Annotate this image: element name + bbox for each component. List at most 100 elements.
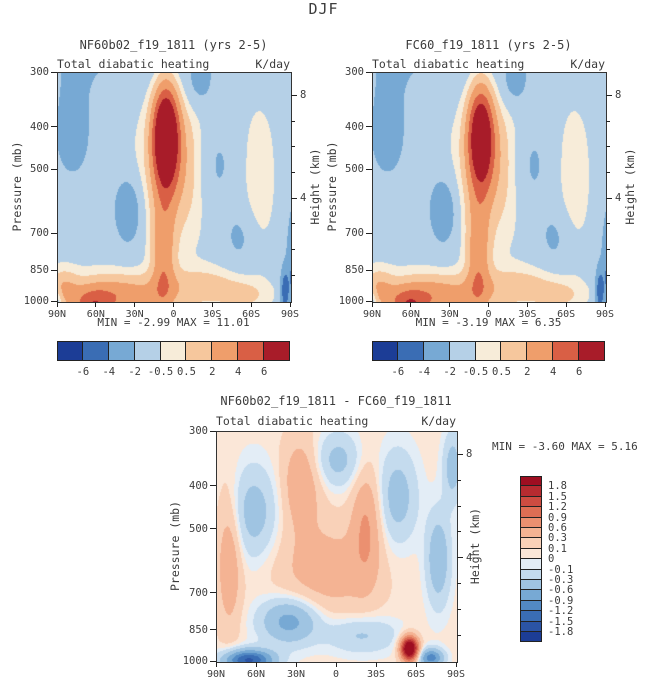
x-tick-label: 0 [332,669,340,680]
x-tick-mark [415,662,417,667]
panel-diff-units-label: K/day [421,414,456,428]
x-tick-mark [526,302,528,307]
contour-plot-left [57,72,292,303]
height-tick-mark [457,557,463,559]
height-tick-mark [606,120,610,122]
y-tick-mark [51,232,57,234]
x-tick-mark [335,662,337,667]
colorbar-tick-label: -4 [102,366,116,378]
colorbar-tick-label: -0.1 [548,563,574,576]
height-tick-mark [606,197,612,199]
height-tick-mark [291,223,295,225]
x-tick-label: 90N [362,309,382,320]
y-tick-mark [210,430,216,432]
x-tick-label: 30S [518,309,537,320]
x-tick-label: 60N [86,309,105,320]
y-tick-mark [51,269,57,271]
colorbar-box [107,341,135,361]
panel-right-minmax: MIN = -3.19 MAX = 6.35 [415,316,562,329]
y-tick-mark [210,592,216,594]
colorbar-box [578,341,605,361]
x-tick-label: 60N [401,309,420,320]
colorbar-box [474,341,502,361]
colorbar-box [211,341,239,361]
height-tick-mark [291,197,297,199]
colorbar-tick-label: 0.5 [491,366,511,378]
y-tick-label: 1000 [23,295,49,307]
figure-title: DJF [308,0,339,18]
colorbar-box [81,341,109,361]
y-tick-mark [51,168,57,170]
colorbar-tick-label: 2 [524,366,531,378]
colorbar-box [133,341,161,361]
height-tick-mark [457,505,461,507]
y-tick-mark [366,71,372,73]
colorbar-box [552,341,580,361]
contour-plot-right [372,72,607,303]
x-tick-mark [455,662,457,667]
height-tick-mark [606,94,612,96]
height-tick-label: 4 [466,551,473,564]
colorbar-tick-label: 6 [575,366,583,378]
y-tick-label: 850 [30,264,49,277]
panel-left-field-label: Total diabatic heating [57,57,210,71]
y-tick-mark [51,300,57,302]
x-tick-label: 90S [446,669,466,680]
y-tick-mark [366,168,372,170]
contour-plot-difference [216,431,458,663]
panel-right-units-label: K/day [570,57,605,71]
y-tick-label: 400 [189,479,208,492]
y-tick-mark [210,528,216,530]
x-tick-mark [410,302,412,307]
x-tick-mark [134,302,136,307]
x-tick-mark [371,302,373,307]
colorbar-tick-label: -4 [417,366,431,378]
x-tick-label: 60S [242,309,261,320]
y-tick-mark [366,232,372,234]
colorbar-tick-label: -6 [391,366,405,378]
y-tick-mark [366,126,372,128]
height-tick-label: 8 [615,89,622,102]
x-tick-mark [95,302,97,307]
colorbar-tick-label: 4 [550,366,557,378]
x-tick-label: 90N [206,669,226,680]
y-tick-label: 850 [345,264,364,277]
panel-right-y2label: Height (km) [623,148,637,225]
colorbar-tick-label: -1.8 [548,626,574,638]
y-tick-label: 1000 [182,655,208,667]
y-tick-label: 700 [30,227,49,240]
x-tick-label: 30S [203,309,222,320]
height-tick-mark [457,531,461,533]
height-tick-mark [606,249,610,251]
y-tick-label: 700 [189,586,208,599]
x-tick-label: 90S [280,309,300,320]
colorbar-box [520,631,542,643]
y-tick-mark [210,660,216,662]
panel-left-title: NF60b02_f19_1811 (yrs 2-5) [79,38,268,52]
colorbar-box [263,341,290,361]
panel-left-units-label: K/day [255,57,290,71]
x-tick-label: 30S [366,669,386,680]
x-tick-mark [56,302,58,307]
colorbar-tick-label: 1.5 [548,490,567,503]
colorbar-box [526,341,554,361]
x-tick-mark [250,302,252,307]
colorbar-tick-label: 0.9 [548,511,567,524]
x-tick-mark [289,302,291,307]
x-tick-label: 60S [557,309,576,320]
panel-diff-field-label: Total diabatic heating [216,414,369,428]
x-tick-label: 30N [286,669,306,680]
height-tick-mark [291,120,295,122]
height-tick-label: 4 [615,192,622,205]
height-tick-mark [606,146,610,148]
panel-diff-y2label: Height (km) [468,507,482,585]
x-tick-mark [255,662,257,667]
y-tick-label: 700 [345,227,364,240]
colorbar-tick-label: 6 [260,366,268,378]
panel-left-y2label: Height (km) [308,148,322,225]
height-tick-label: 8 [300,89,307,102]
x-tick-label: 30N [440,309,459,320]
y-tick-label: 500 [345,163,364,176]
x-tick-label: 90N [47,309,67,320]
